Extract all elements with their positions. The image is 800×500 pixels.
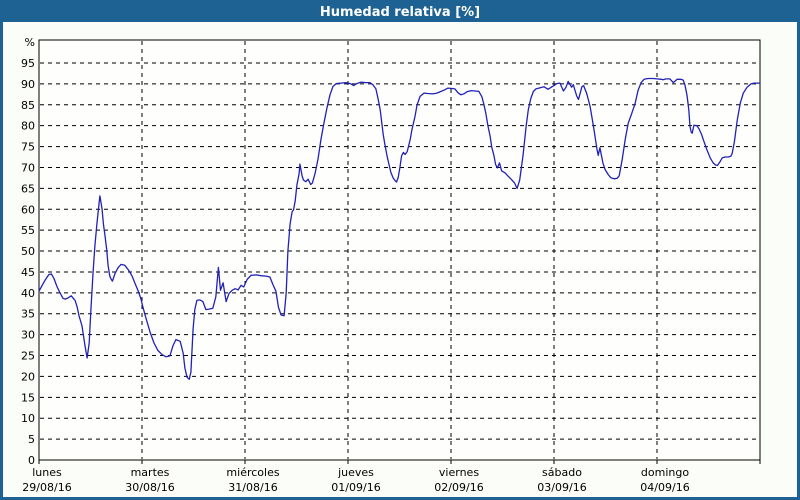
y-tick-label: 0 [28,454,35,467]
y-tick-label: 85 [21,99,35,112]
y-tick-label: 10 [21,412,35,425]
x-day-label: domingo [641,466,689,479]
x-day-label: miércoles [226,466,279,479]
y-tick-label: 70 [21,161,35,174]
y-tick-label: 55 [21,224,35,237]
x-day-label: lunes [32,466,62,479]
y-axis-labels: 0 5 10 15 20 25 30 35 40 45 50 55 60 65 70 75 80 85 90 95% [21,36,35,467]
x-day-label: jueves [337,466,374,479]
y-tick-label: 30 [21,329,35,342]
y-tick-label: 50 [21,245,35,258]
x-axis-ticks [38,460,761,464]
y-tick-label: 75 [21,141,35,154]
x-date-label: 02/09/16 [434,481,483,494]
x-day-label: viernes [439,466,479,479]
x-gridlines [141,41,658,459]
chart-title-bar: Humedad relativa [%] [3,3,797,22]
y-axis-unit-label: % [25,36,35,49]
y-tick-label: 20 [21,370,35,383]
y-tick-label: 35 [21,308,35,321]
x-date-label: 30/08/16 [125,481,174,494]
x-date-label: 31/08/16 [228,481,277,494]
y-tick-label: 45 [21,266,35,279]
x-day-label: sábado [542,466,582,479]
y-tick-label: 95 [21,57,35,70]
y-tick-label: 40 [21,287,35,300]
plot-border [38,39,761,461]
x-date-label: 03/09/16 [537,481,586,494]
x-axis-labels: lunes 29/08/16 martes 30/08/16 miércoles 31/0… [22,466,689,494]
x-date-label: 29/08/16 [22,481,71,494]
y-tick-label: 5 [28,433,35,446]
humidity-line [38,77,760,380]
y-tick-label: 15 [21,391,35,404]
y-tick-label: 90 [21,78,35,91]
chart-title: Humedad relativa [%] [319,5,481,20]
humidity-chart: 0 5 10 15 20 25 30 35 40 45 50 55 60 65 70 75 80 85 90 95% l… [21,36,761,494]
y-tick-label: 65 [21,182,35,195]
x-date-label: 01/09/16 [331,481,380,494]
y-tick-label: 60 [21,203,35,216]
y-tick-label: 80 [21,120,35,133]
x-day-label: martes [131,466,170,479]
x-date-label: 04/09/16 [640,481,689,494]
y-tick-label: 25 [21,350,35,363]
